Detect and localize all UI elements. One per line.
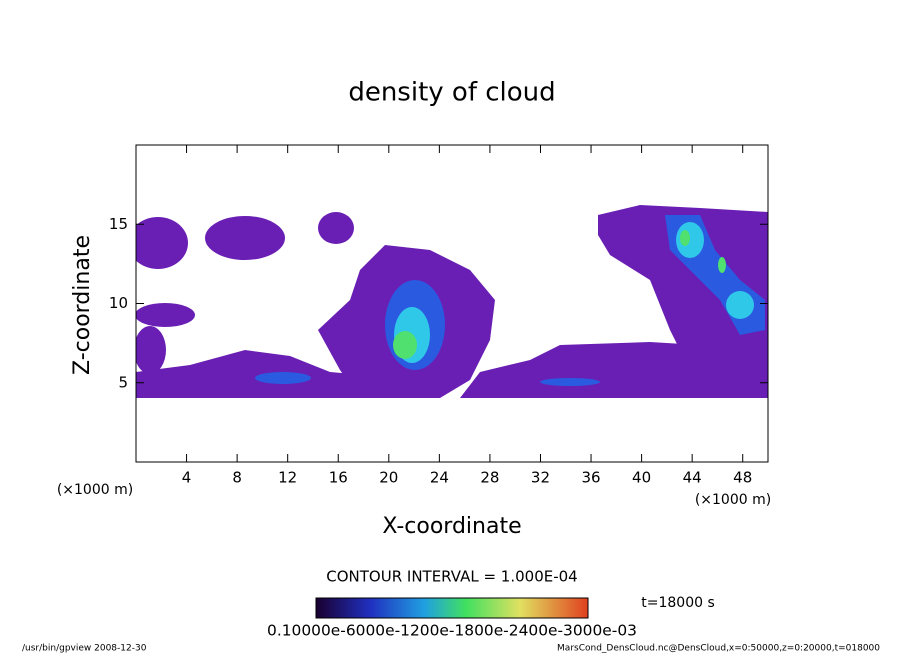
y-axis-title: Z-coordinate: [70, 235, 95, 375]
chart-title: density of cloud: [348, 78, 555, 108]
y-tick-label: 10: [109, 294, 128, 312]
y-tick-label: 5: [118, 373, 128, 391]
footer-right: MarsCond_DensCloud.nc@DensCloud,x=0:5000…: [557, 644, 880, 654]
x-tick-label: 28: [480, 469, 499, 487]
x-axis-title: X-coordinate: [382, 514, 521, 539]
x-tick-label: 40: [632, 469, 651, 487]
contour-field: [136, 205, 768, 398]
x-unit-label: (×1000 m): [695, 492, 771, 508]
contour-interval: CONTOUR INTERVAL = 1.000E-04: [326, 568, 577, 586]
x-unit-label: (×1000 m): [57, 482, 133, 498]
x-tick-label: 44: [683, 469, 702, 487]
x-tick-label: 36: [581, 469, 600, 487]
x-tick-label: 12: [278, 469, 297, 487]
x-tick-label: 48: [733, 469, 752, 487]
x-tick-label: 4: [182, 469, 192, 487]
colorbar: [315, 597, 589, 619]
x-tick-label: 20: [379, 469, 398, 487]
y-tick-label: 15: [109, 215, 128, 233]
colorbar-labels: 0.10000e-6000e-1200e-1800e-2400e-3000e-0…: [267, 622, 637, 640]
x-tick-label: 16: [329, 469, 348, 487]
time-label: t=18000 s: [641, 595, 715, 611]
x-tick-label: 8: [232, 469, 242, 487]
x-tick-label: 24: [430, 469, 449, 487]
footer-left: /usr/bin/gpview 2008-12-30: [22, 644, 147, 654]
x-tick-label: 32: [531, 469, 550, 487]
